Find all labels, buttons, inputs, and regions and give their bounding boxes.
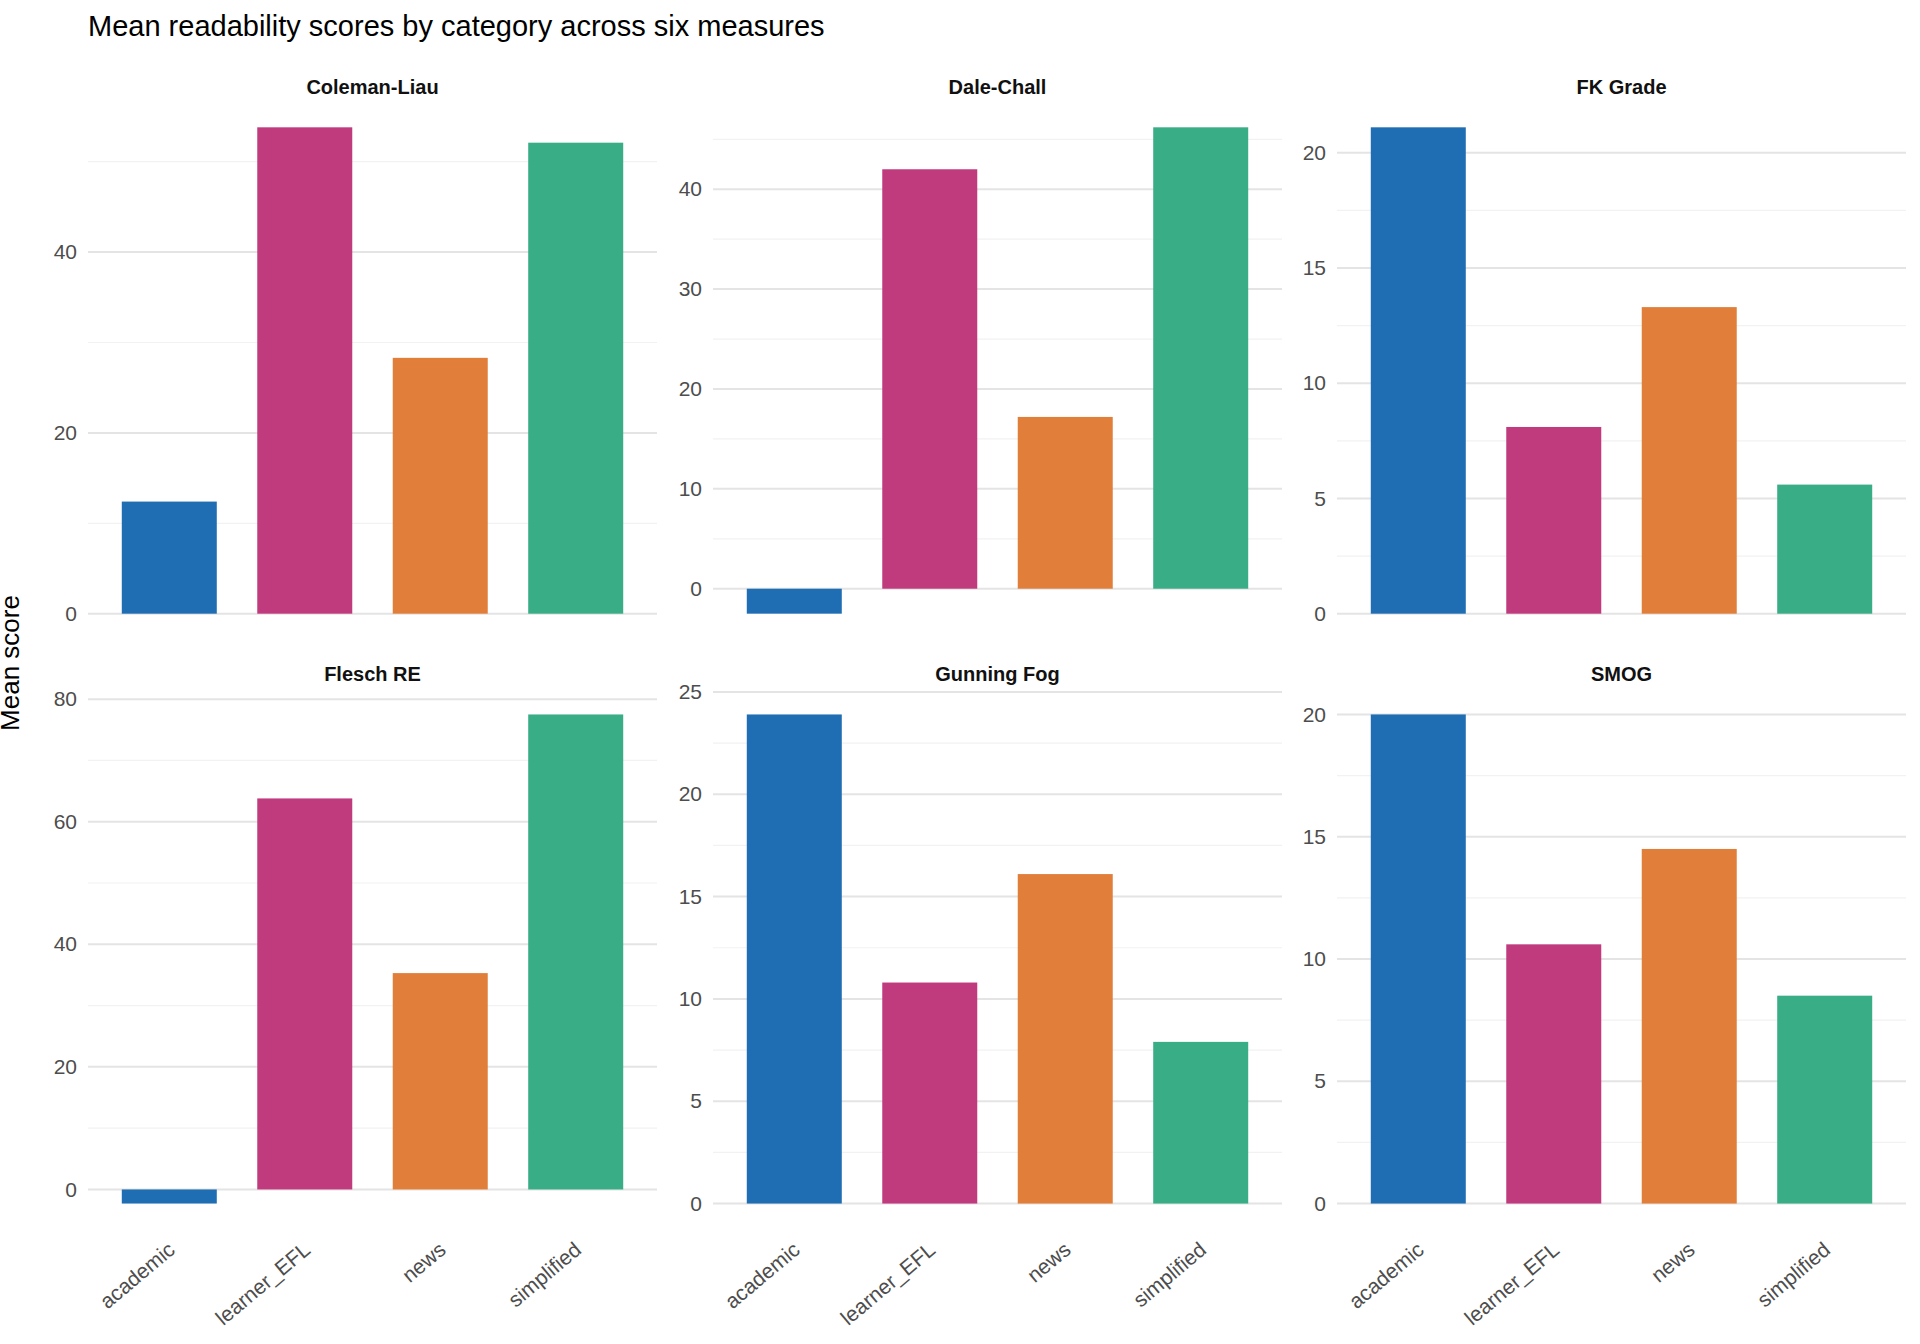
bar-news [1642, 849, 1737, 1204]
y-tick-label: 80 [54, 687, 77, 710]
bar-academic [122, 1189, 217, 1203]
facet-title: FK Grade [1576, 76, 1666, 98]
bar-simplified [1777, 485, 1872, 614]
bar-simplified [528, 714, 623, 1189]
bar-academic [1371, 127, 1466, 613]
y-tick-label: 20 [1303, 141, 1326, 164]
y-tick-label: 15 [1303, 256, 1326, 279]
x-tick-label: simplified [503, 1237, 585, 1311]
bar-learner_EFL [257, 127, 352, 613]
x-tick-label: learner_EFL [211, 1237, 315, 1330]
x-tick-label: news [1646, 1237, 1698, 1286]
y-tick-label: 40 [54, 240, 77, 263]
bar-simplified [1777, 996, 1872, 1204]
facet-title: SMOG [1591, 663, 1652, 685]
bar-news [1018, 874, 1113, 1203]
x-tick-label: news [1022, 1237, 1074, 1286]
x-tick-label: academic [95, 1237, 179, 1312]
y-tick-label: 30 [679, 277, 702, 300]
y-tick-label: 40 [54, 932, 77, 955]
bar-simplified [1153, 1042, 1248, 1204]
bar-news [393, 358, 488, 614]
bar-learner_EFL [882, 983, 977, 1204]
y-tick-label: 0 [65, 602, 77, 625]
bar-learner_EFL [1506, 944, 1601, 1203]
bar-simplified [528, 143, 623, 614]
bar-academic [1371, 714, 1466, 1203]
facet-title: Flesch RE [324, 663, 421, 685]
bar-news [393, 973, 488, 1189]
x-tick-label: academic [720, 1237, 804, 1312]
y-tick-label: 5 [690, 1089, 702, 1112]
bar-learner_EFL [1506, 427, 1601, 614]
y-tick-label: 20 [1303, 703, 1326, 726]
y-tick-label: 20 [54, 421, 77, 444]
y-tick-label: 5 [1314, 487, 1326, 510]
bar-simplified [1153, 127, 1248, 588]
readability-chart-page: Mean readability scores by category acro… [0, 0, 1920, 1344]
y-tick-label: 40 [679, 177, 702, 200]
bar-news [1642, 307, 1737, 614]
y-tick-label: 5 [1314, 1069, 1326, 1092]
facet-bar-chart: 0 20 40 Coleman-Liau 0 10 20 30 40 Dale-Chall 0 5 10… [0, 0, 1920, 1344]
facet-title: Dale-Chall [949, 76, 1047, 98]
bar-news [1018, 417, 1113, 589]
y-tick-label: 10 [1303, 371, 1326, 394]
y-tick-label: 15 [1303, 825, 1326, 848]
y-tick-label: 20 [679, 377, 702, 400]
bar-academic [747, 589, 842, 614]
y-tick-label: 10 [679, 477, 702, 500]
y-tick-label: 20 [54, 1055, 77, 1078]
bar-academic [122, 502, 217, 614]
bar-learner_EFL [882, 169, 977, 588]
y-tick-label: 10 [679, 987, 702, 1010]
y-tick-label: 0 [690, 1192, 702, 1215]
bar-learner_EFL [257, 798, 352, 1189]
y-tick-label: 10 [1303, 947, 1326, 970]
y-tick-label: 25 [679, 680, 702, 703]
x-tick-label: learner_EFL [836, 1237, 940, 1330]
y-tick-label: 0 [1314, 602, 1326, 625]
x-tick-label: simplified [1128, 1237, 1210, 1311]
y-tick-label: 60 [54, 810, 77, 833]
x-tick-label: learner_EFL [1460, 1237, 1564, 1330]
facet-title: Coleman-Liau [306, 76, 438, 98]
x-tick-label: academic [1344, 1237, 1428, 1312]
y-tick-label: 20 [679, 782, 702, 805]
bar-academic [747, 714, 842, 1203]
y-tick-label: 0 [690, 577, 702, 600]
y-tick-label: 15 [679, 885, 702, 908]
y-tick-label: 0 [1314, 1192, 1326, 1215]
y-tick-label: 0 [65, 1178, 77, 1201]
x-tick-label: simplified [1752, 1237, 1834, 1311]
x-tick-label: news [397, 1237, 449, 1286]
facet-title: Gunning Fog [935, 663, 1059, 685]
